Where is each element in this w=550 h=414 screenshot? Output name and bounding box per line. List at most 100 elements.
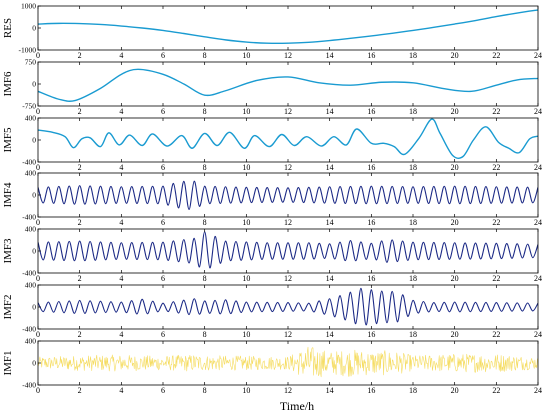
x-tick-label: 22 xyxy=(492,218,500,227)
series-line-imf4 xyxy=(38,180,538,210)
x-tick-label: 6 xyxy=(161,163,165,172)
x-tick-label: 24 xyxy=(534,107,542,116)
y-tick-label: 0 xyxy=(32,191,36,200)
x-tick-label: 8 xyxy=(203,51,207,60)
x-tick-label: 2 xyxy=(78,163,82,172)
x-tick-label: 12 xyxy=(284,163,292,172)
x-tick-label: 6 xyxy=(161,330,165,339)
x-tick-label: 0 xyxy=(36,107,40,116)
x-tick-label: 6 xyxy=(161,218,165,227)
series-line-imf6 xyxy=(38,68,538,102)
x-tick-label: 16 xyxy=(367,51,375,60)
x-tick-label: 14 xyxy=(326,163,334,172)
y-axis-label-imf1: IMF1 xyxy=(2,350,14,375)
x-tick-label: 24 xyxy=(534,330,542,339)
x-tick-label: 16 xyxy=(367,274,375,283)
y-tick-label: 0 xyxy=(32,24,36,33)
x-tick-label: 16 xyxy=(367,218,375,227)
x-tick-label: 20 xyxy=(451,274,459,283)
y-tick-label: -400 xyxy=(22,381,36,390)
x-tick-label: 18 xyxy=(409,274,417,283)
x-tick-label: 12 xyxy=(284,107,292,116)
x-tick-label: 12 xyxy=(284,218,292,227)
series-line-imf2 xyxy=(38,287,538,326)
x-tick-label: 14 xyxy=(326,51,334,60)
x-tick-label: 20 xyxy=(451,163,459,172)
x-tick-label: 2 xyxy=(78,330,82,339)
y-tick-label: 0 xyxy=(32,303,36,312)
x-tick-label: 8 xyxy=(203,330,207,339)
x-tick-label: 10 xyxy=(242,274,250,283)
x-tick-label: 22 xyxy=(492,386,500,395)
x-tick-label: 6 xyxy=(161,51,165,60)
x-tick-label: 8 xyxy=(203,274,207,283)
y-tick-label: 0 xyxy=(32,247,36,256)
x-tick-label: 10 xyxy=(242,218,250,227)
y-tick-label: 0 xyxy=(32,80,36,89)
x-tick-label: 18 xyxy=(409,218,417,227)
y-axis-label-imf4: IMF4 xyxy=(2,182,14,208)
y-tick-label: 400 xyxy=(25,114,37,123)
x-tick-label: 8 xyxy=(203,218,207,227)
x-tick-label: 22 xyxy=(492,163,500,172)
x-tick-label: 18 xyxy=(409,107,417,116)
y-tick-label: -400 xyxy=(22,213,36,222)
x-tick-label: 0 xyxy=(36,218,40,227)
x-tick-label: 10 xyxy=(242,51,250,60)
y-tick-label: -400 xyxy=(22,158,36,167)
x-tick-label: 22 xyxy=(492,330,500,339)
x-tick-label: 2 xyxy=(78,107,82,116)
x-tick-label: 16 xyxy=(367,330,375,339)
x-tick-label: 14 xyxy=(326,386,334,395)
y-tick-label: -400 xyxy=(22,325,36,334)
x-tick-label: 0 xyxy=(36,330,40,339)
x-tick-label: 14 xyxy=(326,330,334,339)
x-tick-label: 12 xyxy=(284,386,292,395)
x-tick-label: 6 xyxy=(161,386,165,395)
x-tick-label: 20 xyxy=(451,51,459,60)
x-tick-label: 4 xyxy=(119,386,123,395)
series-line-imf3 xyxy=(38,231,538,269)
series-line-imf5 xyxy=(38,118,538,160)
x-tick-label: 10 xyxy=(242,386,250,395)
y-axis-label-imf5: IMF5 xyxy=(2,127,14,153)
x-tick-label: 4 xyxy=(119,163,123,172)
x-tick-label: 8 xyxy=(203,386,207,395)
x-tick-label: 2 xyxy=(78,51,82,60)
axes-frame-imf1 xyxy=(37,340,539,386)
y-tick-label: 400 xyxy=(25,337,37,346)
x-tick-label: 4 xyxy=(119,218,123,227)
y-tick-label: 0 xyxy=(32,136,36,145)
x-tick-label: 0 xyxy=(36,163,40,172)
x-tick-label: 10 xyxy=(242,107,250,116)
x-tick-label: 12 xyxy=(284,51,292,60)
x-tick-label: 12 xyxy=(284,274,292,283)
x-tick-label: 24 xyxy=(534,274,542,283)
x-tick-label: 2 xyxy=(78,274,82,283)
series-line-res xyxy=(38,9,538,45)
x-tick-label: 14 xyxy=(326,274,334,283)
x-tick-label: 20 xyxy=(451,386,459,395)
x-tick-label: 0 xyxy=(36,386,40,395)
x-tick-label: 24 xyxy=(534,386,542,395)
x-tick-label: 2 xyxy=(78,386,82,395)
x-tick-label: 24 xyxy=(534,51,542,60)
y-tick-label: -750 xyxy=(22,102,36,111)
y-axis-label-imf6: IMF6 xyxy=(2,71,14,97)
y-tick-label: 400 xyxy=(25,281,37,290)
x-tick-label: 22 xyxy=(492,51,500,60)
x-tick-label: 18 xyxy=(409,163,417,172)
x-tick-label: 20 xyxy=(451,218,459,227)
y-tick-label: -400 xyxy=(22,269,36,278)
x-tick-label: 10 xyxy=(242,163,250,172)
x-tick-label: 8 xyxy=(203,107,207,116)
x-tick-label: 20 xyxy=(451,330,459,339)
y-tick-label: 1000 xyxy=(21,2,36,11)
y-axis-label-imf2: IMF2 xyxy=(2,294,14,319)
y-axis-label-res: RES xyxy=(2,18,14,38)
